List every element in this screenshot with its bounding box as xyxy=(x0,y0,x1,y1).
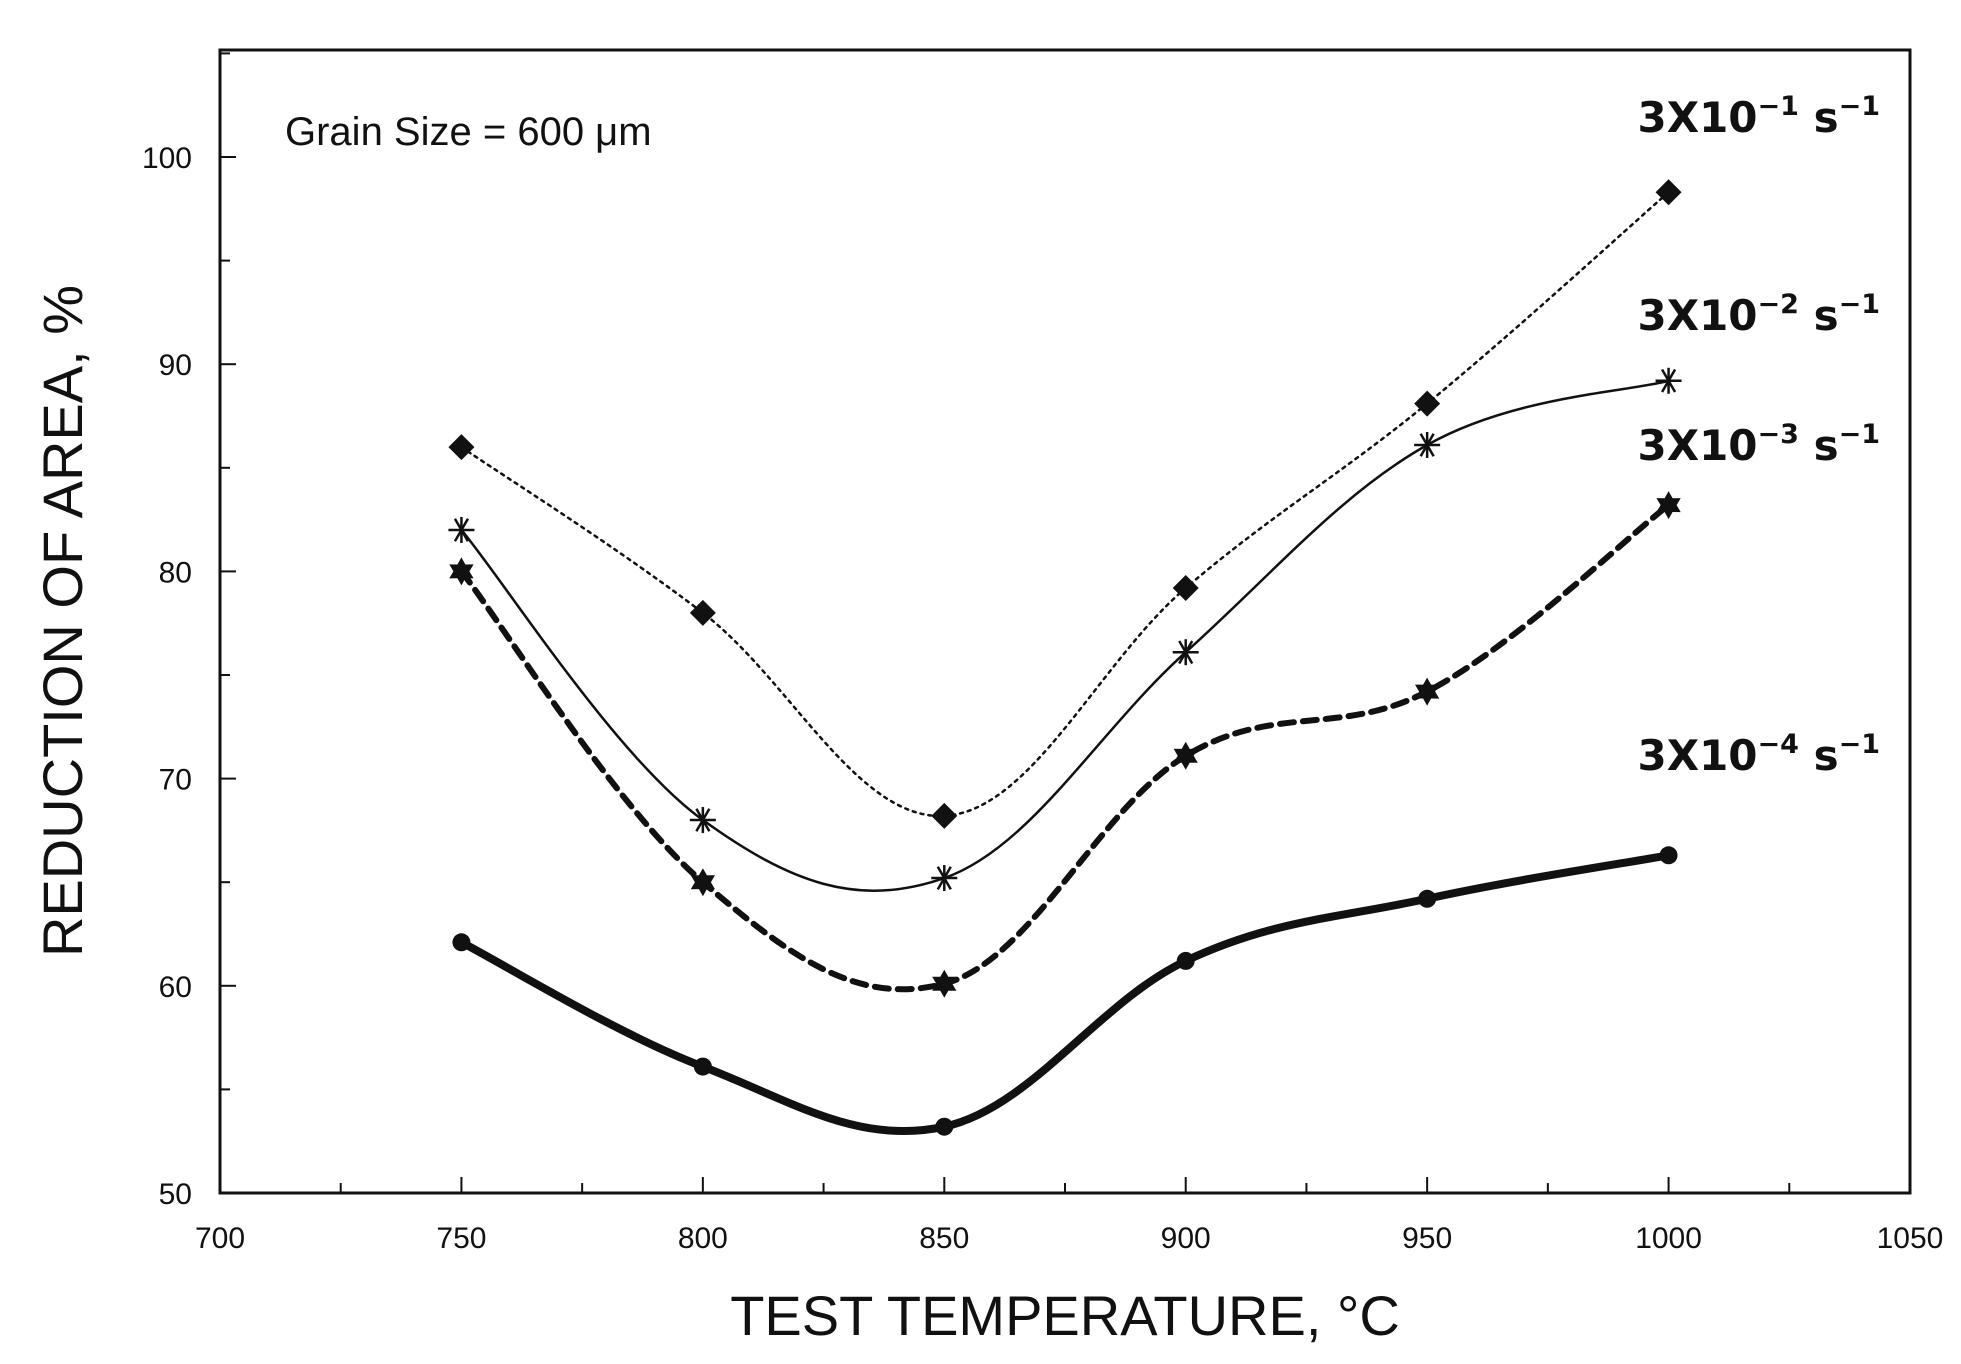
series-curves xyxy=(457,190,1673,1136)
series-3-point-850 xyxy=(932,969,957,998)
x-tick-label-750: 750 xyxy=(436,1222,486,1255)
series-1-point-800 xyxy=(689,599,716,626)
series-line-4 xyxy=(457,851,1673,1136)
series-1-point-900 xyxy=(1172,574,1199,601)
plot-frame xyxy=(218,48,1912,1195)
x-tick-label-800: 800 xyxy=(678,1222,728,1255)
x-tick-label-950: 950 xyxy=(1402,1222,1452,1255)
y-tick-label-60: 60 xyxy=(159,971,192,1004)
x-tick-label-1050: 1050 xyxy=(1877,1222,1944,1255)
series-line-1 xyxy=(460,190,1670,818)
series-2-point-850 xyxy=(931,865,958,892)
x-tick-label-900: 900 xyxy=(1161,1222,1211,1255)
axis-ticks: 700 750 800 850 900 950 1000 1050 50 60 70 80 90 100 xyxy=(142,52,1944,1255)
series-2-point-900 xyxy=(1172,639,1199,666)
series-1-point-1000 xyxy=(1655,179,1682,206)
x-tick-label-1000: 1000 xyxy=(1635,1222,1702,1255)
series-3-point-800 xyxy=(690,868,715,897)
series-3-point-900 xyxy=(1173,741,1198,770)
series-line-2 xyxy=(460,379,1670,892)
series-2-point-1000 xyxy=(1655,367,1682,394)
series-4-point-800 xyxy=(693,1057,712,1076)
series-2-point-950 xyxy=(1414,432,1441,459)
x-tick-label-700: 700 xyxy=(195,1222,245,1255)
series-1-point-950 xyxy=(1414,390,1441,417)
series-1-point-750 xyxy=(448,434,475,461)
series-1-point-850 xyxy=(931,802,958,829)
series-line-3 xyxy=(458,502,1672,993)
series-label-1: 3X10−1 s−1 xyxy=(1637,91,1880,142)
x-tick-label-850: 850 xyxy=(919,1222,969,1255)
series-4-point-1000 xyxy=(1659,846,1678,865)
series-markers xyxy=(448,179,1682,1136)
grain-size-annotation: Grain Size = 600 μm xyxy=(285,110,652,154)
y-tick-label-80: 80 xyxy=(159,556,192,589)
series-4-point-950 xyxy=(1418,889,1437,908)
y-tick-label-50: 50 xyxy=(159,1178,192,1211)
series-4-point-750 xyxy=(452,933,471,952)
series-2-point-800 xyxy=(689,807,716,834)
series-4-point-900 xyxy=(1176,951,1195,970)
series-2-point-750 xyxy=(448,516,475,543)
series-4-point-850 xyxy=(935,1117,954,1136)
x-axis-title: TEST TEMPERATURE, °C xyxy=(730,1284,1400,1347)
series-label-4: 3X10−4 s−1 xyxy=(1637,729,1880,780)
y-axis-title: REDUCTION OF AREA, % xyxy=(31,285,94,957)
series-label-2: 3X10−2 s−1 xyxy=(1637,289,1880,340)
y-tick-label-70: 70 xyxy=(159,764,192,797)
series-label-3: 3X10−3 s−1 xyxy=(1637,419,1880,470)
series-3-point-750 xyxy=(449,557,474,586)
series-3-point-1000 xyxy=(1656,491,1681,520)
y-tick-label-90: 90 xyxy=(159,349,192,382)
series-3-point-950 xyxy=(1415,677,1440,706)
y-tick-label-100: 100 xyxy=(142,142,192,175)
